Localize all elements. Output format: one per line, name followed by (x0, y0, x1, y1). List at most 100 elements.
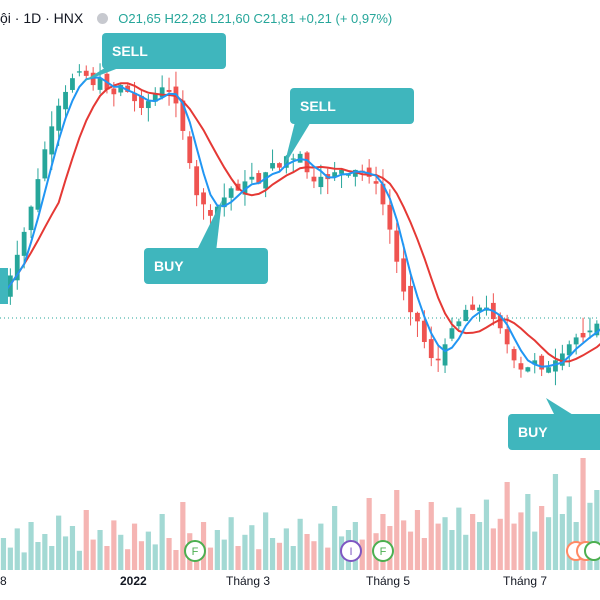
volume-bar (518, 512, 524, 570)
volume-bar (304, 534, 310, 570)
candle-body (304, 152, 310, 173)
volume-bar (207, 547, 214, 570)
sell-callout: SELL (290, 88, 414, 124)
volume-bar (566, 496, 572, 570)
candle-body (580, 332, 586, 338)
event-marker-label: I (349, 546, 352, 558)
volume-bar (221, 539, 227, 570)
candle-body (90, 72, 96, 86)
volume-bar (359, 539, 365, 570)
volume-bar (14, 528, 20, 570)
candle-body (125, 85, 131, 92)
volume-bar (318, 523, 324, 570)
volume-bar (131, 523, 138, 570)
candle-body (587, 330, 593, 333)
volume-bar (138, 541, 145, 570)
event-marker-label: F (380, 546, 387, 558)
volume-bar (525, 494, 531, 570)
volume-bar (111, 520, 117, 570)
candle-body (456, 321, 462, 327)
sell-callout-tail (82, 66, 124, 82)
candle-body (111, 88, 117, 95)
symbol-label: ội · 1D · HNX (0, 10, 84, 26)
buy-callout-tail (546, 398, 578, 418)
buy-callout-tail (196, 200, 222, 252)
candle-body (504, 329, 510, 345)
candle-body (477, 307, 482, 312)
candle-body (346, 174, 351, 176)
candle-body (249, 176, 255, 180)
candle-body (546, 367, 551, 373)
candle-body (63, 91, 68, 110)
volume-bar (76, 550, 82, 570)
candle-body (21, 231, 27, 256)
candle-body (201, 192, 206, 205)
volume-bar (228, 517, 234, 570)
volume-bar (35, 542, 41, 570)
volume-bar (394, 490, 400, 570)
volume-bar (125, 549, 131, 570)
volume-bar (435, 523, 441, 570)
moving-average-fast (2, 76, 600, 368)
volume-bar (49, 546, 55, 570)
candle-body (97, 78, 103, 90)
volume-bar (152, 544, 158, 570)
candle-body (387, 204, 393, 230)
x-tick: 2022 (120, 574, 147, 588)
high-value: H22,28 (164, 10, 207, 26)
volume-bar (490, 528, 496, 570)
volume-bar (180, 502, 186, 570)
candle-body (380, 183, 386, 205)
candle-body (270, 163, 275, 169)
candle-body (532, 360, 538, 365)
candle-body (14, 254, 20, 281)
candle-body (428, 339, 434, 359)
volume-bar (539, 506, 545, 570)
candle-body (118, 85, 124, 93)
candle-body (366, 167, 372, 177)
volume-bar (311, 541, 317, 570)
volume-bar (269, 538, 276, 570)
event-marker-icon[interactable]: F (372, 540, 394, 562)
candle-body (442, 344, 448, 366)
volume-bar (483, 499, 490, 570)
volume-bar (559, 514, 565, 570)
volume-bar (463, 534, 469, 570)
candle-body (194, 166, 200, 196)
volume-bar (62, 536, 69, 570)
candle-body (373, 181, 379, 184)
volume-bar (449, 530, 455, 570)
candle-body (132, 92, 137, 102)
volume-bar (0, 538, 7, 570)
event-marker-icon[interactable]: I (340, 540, 362, 562)
event-marker-label: F (192, 546, 199, 558)
volume-bar (104, 546, 110, 570)
sell-callout: SELL (102, 33, 226, 69)
candle-body (573, 337, 579, 345)
volume-bar (504, 482, 510, 570)
volume-bar (332, 506, 338, 570)
volume-bar (545, 517, 552, 570)
candle-body (180, 100, 186, 131)
candle-body (339, 169, 344, 174)
event-marker-icon[interactable] (584, 541, 600, 561)
candle-body (553, 360, 558, 372)
candle-body (421, 320, 427, 342)
event-marker-icon[interactable]: F (184, 540, 206, 562)
volume-bar (421, 538, 427, 570)
volume-bar (442, 517, 448, 570)
callout-edge (0, 268, 8, 304)
candle-body (49, 126, 55, 155)
candle-body (83, 70, 89, 76)
candle-body (221, 197, 227, 208)
close-value: C21,81 (253, 10, 296, 26)
volume-bar (476, 522, 483, 570)
volume-bar (552, 474, 559, 570)
candle-body (511, 349, 517, 361)
volume-bar (56, 515, 62, 570)
sell-callout-tail (284, 110, 312, 166)
candle-body (28, 206, 34, 231)
candle-body (401, 258, 407, 292)
candle-body (70, 78, 75, 90)
